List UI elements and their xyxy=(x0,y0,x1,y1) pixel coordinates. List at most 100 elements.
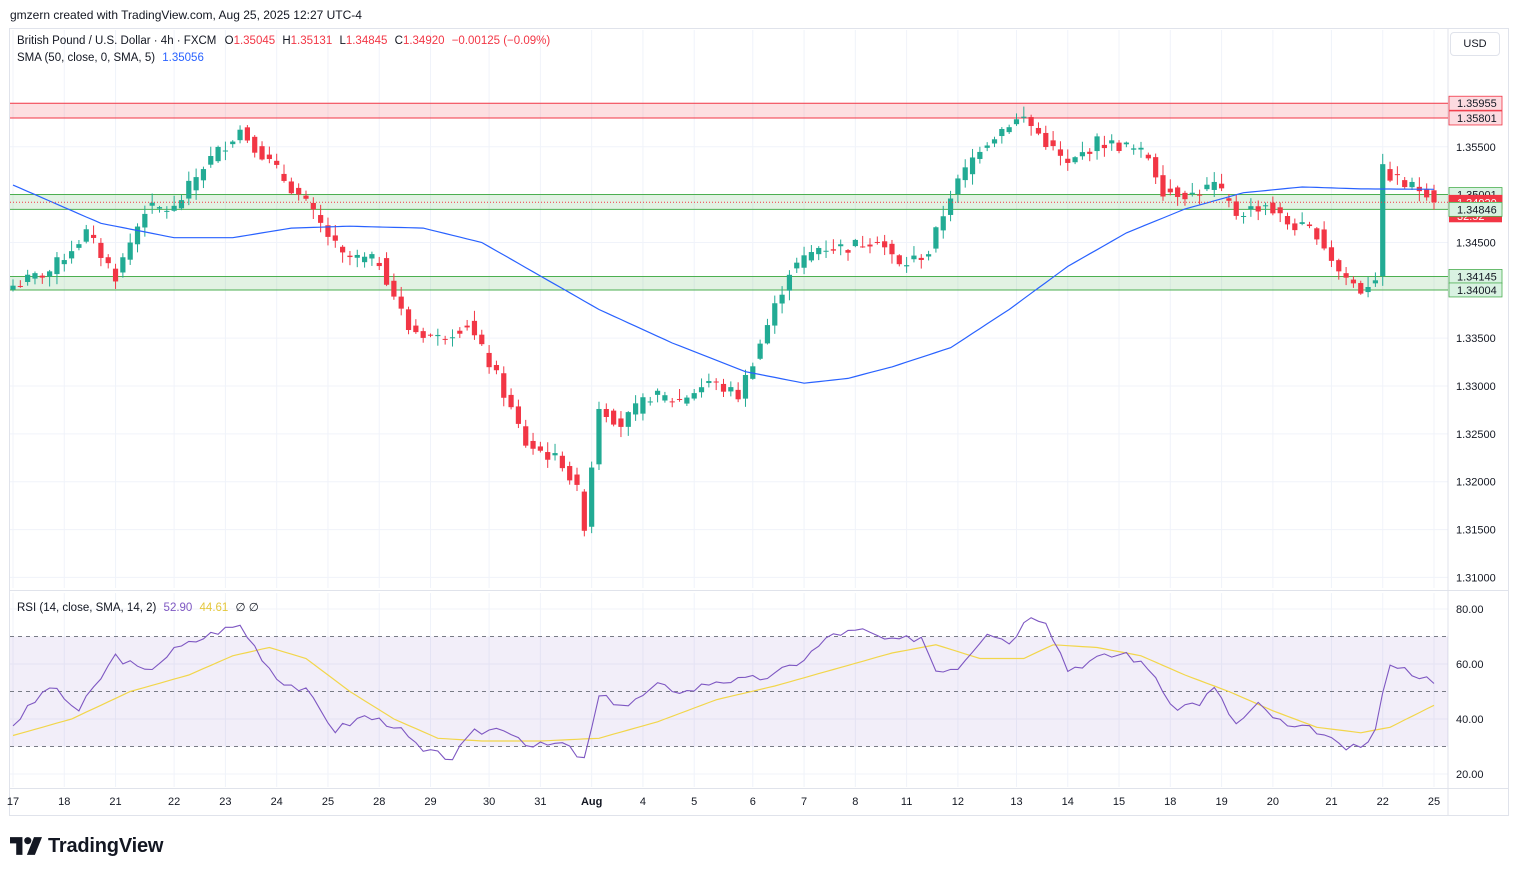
price-tick-label: 1.32000 xyxy=(1456,477,1496,489)
candle-up xyxy=(823,250,829,252)
candle-down xyxy=(274,160,280,165)
candle-down xyxy=(1292,223,1298,231)
open-label: O xyxy=(224,35,234,47)
candle-up xyxy=(230,141,236,145)
candle-up xyxy=(1131,148,1137,150)
candle-up xyxy=(449,337,456,339)
candle-up xyxy=(662,395,668,401)
symbol-title[interactable]: British Pound / U.S. Dollar · 4h · FXCM xyxy=(17,35,217,47)
rsi-extra: ∅ ∅ xyxy=(235,602,259,614)
candle-down xyxy=(457,330,463,334)
candle-down xyxy=(413,325,419,333)
rsi-label[interactable]: RSI (14, close, SMA, 14, 2) xyxy=(17,602,157,614)
rsi-tick-label: 60.00 xyxy=(1456,659,1484,671)
candle-down xyxy=(1306,224,1313,227)
candle-down xyxy=(1197,194,1203,196)
candle-down xyxy=(1175,187,1181,197)
candle-up xyxy=(1006,127,1012,133)
tradingview-logo[interactable]: TradingView xyxy=(10,834,163,858)
currency-button[interactable]: USD xyxy=(1450,32,1500,56)
candle-down xyxy=(288,181,294,194)
candle-down xyxy=(303,195,309,199)
candle-down xyxy=(1087,151,1093,154)
sma-label[interactable]: SMA (50, close, 0, SMA, 5) xyxy=(17,52,156,64)
candle-down xyxy=(17,285,23,287)
time-tick-label: 5 xyxy=(691,796,697,808)
candle-up xyxy=(1094,136,1100,152)
time-tick-label: 24 xyxy=(271,796,283,808)
candle-up xyxy=(1372,280,1379,284)
rsi-tick-label: 80.00 xyxy=(1456,604,1484,616)
candle-down xyxy=(567,466,573,481)
candle-up xyxy=(772,303,778,326)
candle-up xyxy=(552,453,558,456)
price-tick-label: 1.31500 xyxy=(1456,525,1496,537)
sma-legend: SMA (50, close, 0, SMA, 5) 1.35056 xyxy=(17,52,204,64)
candle-down xyxy=(325,225,331,237)
candle-down xyxy=(720,383,727,392)
candle-down xyxy=(340,246,346,253)
candle-down xyxy=(508,394,514,408)
candle-down xyxy=(90,234,97,238)
resistance-zone xyxy=(10,103,1448,118)
candle-down xyxy=(105,257,111,264)
price-axis-label: 1.35955 xyxy=(1457,98,1497,110)
time-tick-label: 14 xyxy=(1062,796,1074,808)
price-tick-label: 1.32500 xyxy=(1456,429,1496,441)
time-tick-label: 20 xyxy=(1267,796,1279,808)
candle-up xyxy=(1021,116,1027,118)
time-tick-label: Aug xyxy=(581,796,602,808)
candle-up xyxy=(757,343,763,359)
candle-up xyxy=(1380,164,1386,277)
time-tick-label: 22 xyxy=(1377,796,1389,808)
candle-up xyxy=(728,387,734,392)
candle-down xyxy=(1328,247,1335,261)
candle-up xyxy=(1204,184,1210,190)
candle-up xyxy=(47,271,53,277)
rsi-value: 52.90 xyxy=(163,602,193,614)
time-tick-label: 13 xyxy=(1010,796,1022,808)
price-axis-label: 1.35801 xyxy=(1457,113,1497,125)
candle-down xyxy=(266,154,272,160)
candle-down xyxy=(1160,175,1166,197)
time-tick-label: 18 xyxy=(1164,796,1176,808)
candle-down xyxy=(611,410,617,425)
candle-down xyxy=(896,255,902,265)
candle-down xyxy=(1233,201,1239,216)
time-tick-label: 17 xyxy=(7,796,19,808)
open-value: 1.35045 xyxy=(233,35,276,47)
candle-down xyxy=(1431,190,1437,203)
tradingview-logo-icon xyxy=(10,837,42,855)
high-value: 1.35131 xyxy=(290,35,333,47)
price-tick-label: 1.35500 xyxy=(1456,142,1496,154)
candle-up xyxy=(68,251,75,259)
support-zone xyxy=(10,194,1448,210)
candle-up xyxy=(698,387,705,393)
candle-down xyxy=(874,241,880,243)
candle-down xyxy=(559,455,565,469)
time-tick-label: 8 xyxy=(852,796,858,808)
candle-up xyxy=(127,242,133,260)
low-label: L xyxy=(339,35,346,47)
candle-down xyxy=(259,146,265,160)
candle-up xyxy=(991,139,998,144)
candle-up xyxy=(808,252,814,261)
candle-up xyxy=(222,150,229,152)
close-value: 1.34920 xyxy=(402,35,445,47)
price-tick-label: 1.33500 xyxy=(1456,333,1496,345)
candle-up xyxy=(1365,287,1371,293)
candle-up xyxy=(742,374,749,399)
candle-down xyxy=(1226,198,1232,201)
rsi-tick-label: 40.00 xyxy=(1456,714,1484,726)
candle-up xyxy=(361,256,368,263)
candle-up xyxy=(1262,205,1269,207)
candle-up xyxy=(142,213,148,228)
candle-up xyxy=(237,129,243,141)
time-tick-label: 21 xyxy=(1325,796,1337,808)
rsi-legend: RSI (14, close, SMA, 14, 2) 52.90 44.61 … xyxy=(17,600,259,614)
candle-down xyxy=(1321,229,1327,249)
candle-down xyxy=(252,136,258,153)
candle-down xyxy=(530,440,536,449)
candle-up xyxy=(801,255,807,268)
